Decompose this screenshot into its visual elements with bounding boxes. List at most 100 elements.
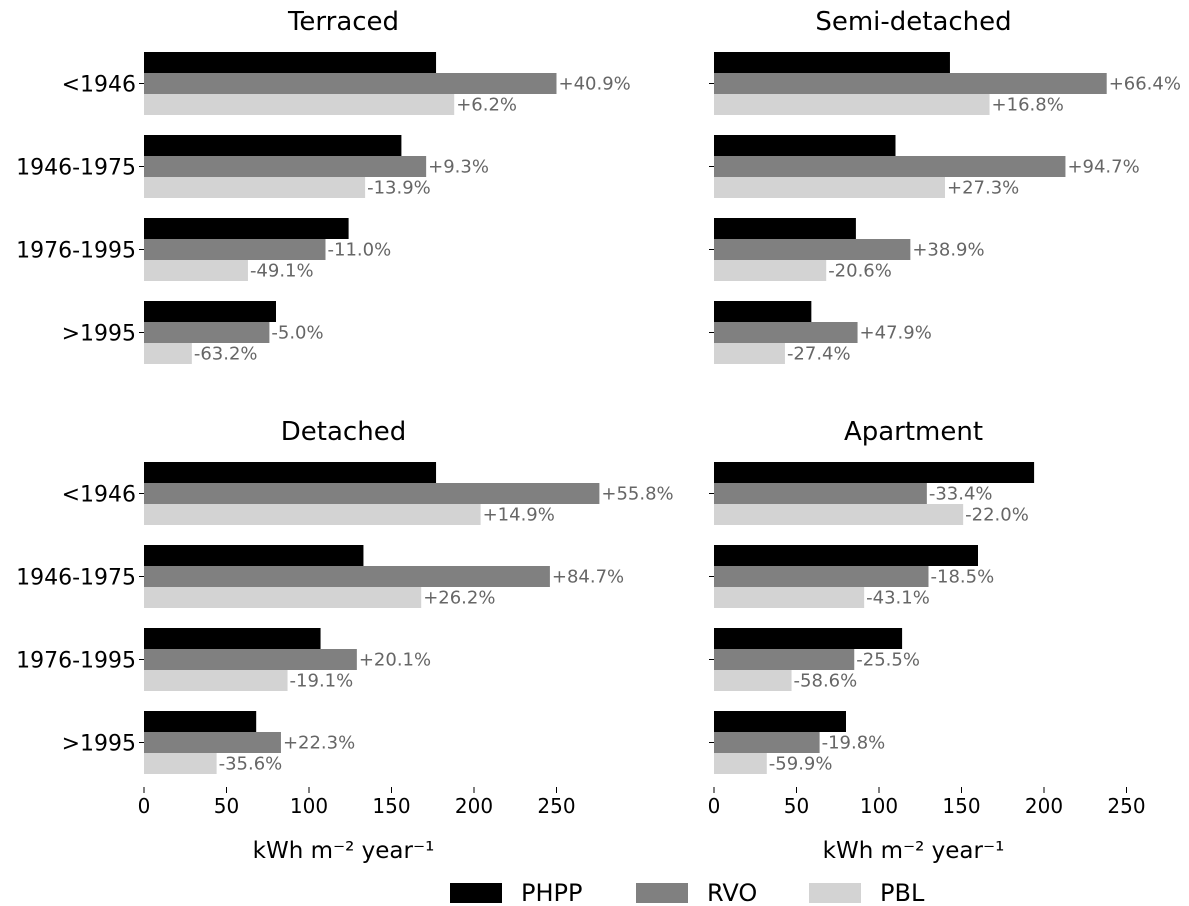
bar-phpp bbox=[144, 135, 402, 156]
legend-item-pbl: PBL bbox=[809, 879, 925, 906]
data-label: -59.9% bbox=[769, 754, 833, 775]
bar-pbl bbox=[144, 177, 366, 198]
category-label: 1976-1995 bbox=[16, 649, 136, 674]
x-axis-label: kWh m⁻² year⁻¹ bbox=[823, 838, 1005, 864]
data-label: +40.9% bbox=[559, 74, 631, 95]
bar-phpp bbox=[714, 301, 812, 322]
panel-title: Apartment bbox=[844, 417, 983, 447]
panel-title: Detached bbox=[281, 417, 406, 447]
data-label: -11.0% bbox=[328, 240, 392, 261]
data-label: +16.8% bbox=[992, 95, 1064, 116]
x-tick-label: 50 bbox=[214, 794, 239, 818]
bar-pbl bbox=[714, 587, 865, 608]
bar-phpp bbox=[144, 462, 437, 483]
x-tick-label: 250 bbox=[1107, 794, 1145, 818]
bar-rvo bbox=[714, 156, 1066, 177]
panel-title: Semi-detached bbox=[815, 7, 1011, 37]
bar-rvo bbox=[144, 322, 270, 343]
data-label: +20.1% bbox=[359, 650, 431, 671]
bar-pbl bbox=[714, 504, 964, 525]
bar-rvo bbox=[144, 483, 600, 504]
category-label: <1946 bbox=[62, 483, 136, 508]
bar-rvo bbox=[714, 73, 1107, 94]
legend-swatch bbox=[450, 883, 502, 903]
data-label: +9.3% bbox=[428, 157, 489, 178]
bar-pbl bbox=[714, 343, 785, 364]
data-label: -33.4% bbox=[929, 484, 993, 505]
data-label: -20.6% bbox=[828, 261, 892, 282]
data-label: +47.9% bbox=[860, 323, 932, 344]
x-tick-label: 0 bbox=[708, 794, 721, 818]
bar-pbl bbox=[714, 94, 990, 115]
category-label: 1946-1975 bbox=[16, 156, 136, 181]
bar-rvo bbox=[144, 566, 550, 587]
bar-phpp bbox=[714, 462, 1035, 483]
bar-pbl bbox=[144, 753, 217, 774]
panel-detached: Detached <1946 +55.8% +14.9% 1946-1975 +84.7%… bbox=[16, 417, 674, 864]
data-label: -58.6% bbox=[794, 671, 858, 692]
data-label: +66.4% bbox=[1109, 74, 1181, 95]
data-label: -5.0% bbox=[271, 323, 323, 344]
bar-rvo bbox=[144, 649, 357, 670]
category-label: <1946 bbox=[62, 73, 136, 98]
bar-phpp bbox=[144, 711, 257, 732]
bar-phpp bbox=[144, 301, 276, 322]
bar-pbl bbox=[144, 343, 192, 364]
category-label: 1946-1975 bbox=[16, 566, 136, 591]
data-label: +84.7% bbox=[552, 567, 624, 588]
bar-phpp bbox=[714, 218, 856, 239]
bar-pbl bbox=[714, 260, 827, 281]
data-label: -27.4% bbox=[787, 344, 851, 365]
bar-rvo bbox=[144, 732, 281, 753]
panel-apartment: Apartment-33.4%-22.0%-18.5%-43.1%-25.5%-… bbox=[708, 417, 1146, 864]
bar-rvo bbox=[144, 156, 427, 177]
bar-phpp bbox=[144, 52, 437, 73]
bar-phpp bbox=[144, 545, 364, 566]
data-label: +14.9% bbox=[483, 505, 555, 526]
bar-pbl bbox=[714, 177, 945, 198]
chart-legend: PHPP RVO PBL bbox=[450, 879, 925, 906]
legend-item-rvo: RVO bbox=[636, 879, 757, 906]
data-label: +6.2% bbox=[456, 95, 517, 116]
data-label: +94.7% bbox=[1067, 157, 1139, 178]
data-label: +26.2% bbox=[423, 588, 495, 609]
bar-rvo bbox=[144, 239, 326, 260]
legend-label: PHPP bbox=[521, 879, 582, 906]
legend-item-phpp: PHPP bbox=[450, 879, 582, 906]
data-label: +27.3% bbox=[947, 178, 1019, 199]
legend-swatch bbox=[636, 883, 688, 903]
bar-pbl bbox=[144, 94, 455, 115]
data-label: -49.1% bbox=[250, 261, 314, 282]
bar-phpp bbox=[714, 628, 903, 649]
x-tick-label: 50 bbox=[784, 794, 809, 818]
panel-title: Terraced bbox=[287, 7, 399, 37]
data-label: -19.1% bbox=[290, 671, 354, 692]
data-label: +22.3% bbox=[283, 733, 355, 754]
bar-rvo bbox=[714, 732, 820, 753]
data-label: +55.8% bbox=[601, 484, 673, 505]
bar-phpp bbox=[144, 628, 321, 649]
x-tick-label: 150 bbox=[942, 794, 980, 818]
bar-pbl bbox=[144, 260, 248, 281]
chart-panels: Terraced <1946 +40.9% +6.2% 1946-1975 +9.3% -1… bbox=[16, 7, 1181, 864]
x-tick-label: 0 bbox=[138, 794, 151, 818]
x-tick-label: 250 bbox=[537, 794, 575, 818]
x-tick-label: 100 bbox=[290, 794, 328, 818]
data-label: -18.5% bbox=[931, 567, 995, 588]
x-tick-label: 150 bbox=[372, 794, 410, 818]
category-label: >1995 bbox=[62, 732, 136, 757]
bar-pbl bbox=[714, 670, 792, 691]
bar-phpp bbox=[144, 218, 349, 239]
data-label: -43.1% bbox=[866, 588, 930, 609]
bar-phpp bbox=[714, 711, 846, 732]
bar-phpp bbox=[714, 135, 896, 156]
bar-pbl bbox=[714, 753, 767, 774]
bar-phpp bbox=[714, 52, 950, 73]
legend-swatch bbox=[809, 883, 861, 903]
data-label: +38.9% bbox=[912, 240, 984, 261]
bar-rvo bbox=[144, 73, 557, 94]
panel-terraced: Terraced <1946 +40.9% +6.2% 1946-1975 +9.3% -1… bbox=[16, 7, 631, 365]
data-label: -19.8% bbox=[822, 733, 886, 754]
x-axis-label: kWh m⁻² year⁻¹ bbox=[253, 838, 435, 864]
